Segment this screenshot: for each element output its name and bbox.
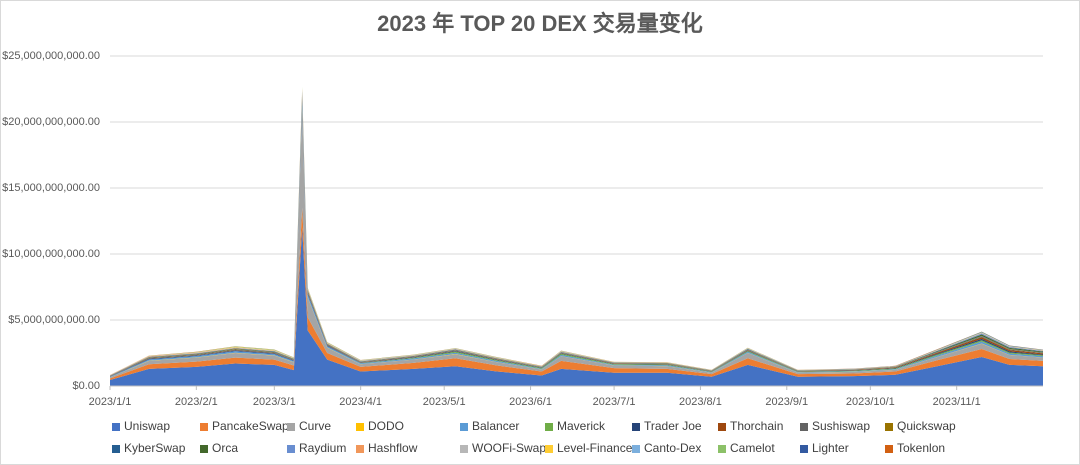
legend-label: Curve [299,419,331,433]
area [110,90,1043,376]
legend-label: DODO [368,419,404,433]
y-tick-label: $15,000,000,000.00 [2,182,100,194]
legend-swatch [356,445,364,453]
area [110,94,1043,377]
legend-swatch [885,423,893,431]
x-tick-label: 2023/2/1 [175,396,218,408]
legend-label: Quickswap [897,419,956,433]
legend-swatch [885,445,893,453]
legend-label: Level-Finance [557,441,633,455]
x-tick-label: 2023/9/1 [765,396,808,408]
legend-label: WOOFi-Swap [472,441,546,455]
y-tick-label: $25,000,000,000.00 [2,50,100,62]
area [110,207,1043,381]
area [110,91,1043,376]
legend-label: Lighter [812,441,849,455]
legend-label: Camelot [730,441,775,455]
x-tick-label: 2023/11/1 [933,396,981,408]
y-tick-label: $10,000,000,000.00 [2,248,100,260]
legend-swatch [200,445,208,453]
legend-swatch [460,423,468,431]
legend-label: Canto-Dex [644,441,701,455]
x-tick-label: 2023/7/1 [593,396,636,408]
y-tick-label: $0.00 [72,380,100,392]
y-tick-label: $5,000,000,000.00 [8,314,100,326]
legend-label: Tokenlon [897,441,945,455]
legend-swatch [287,423,295,431]
x-tick-label: 2023/8/1 [679,396,722,408]
area [110,227,1043,386]
legend-swatch [112,445,120,453]
legend-swatch [460,445,468,453]
legend-label: Sushiswap [812,419,870,433]
legend-swatch [800,445,808,453]
legend-label: Balancer [472,419,519,433]
legend-swatch [545,423,553,431]
x-tick-label: 2023/5/1 [423,396,466,408]
legend-swatch [287,445,295,453]
legend-swatch [632,423,640,431]
y-tick-label: $20,000,000,000.00 [2,116,100,128]
legend-swatch [632,445,640,453]
legend-swatch [200,423,208,431]
chart-title: 2023 年 TOP 20 DEX 交易量变化 [377,11,703,36]
legend-label: Thorchain [730,419,783,433]
area [110,92,1043,376]
x-tick-label: 2023/3/1 [253,396,296,408]
legend-label: Uniswap [124,419,170,433]
legend-swatch [800,423,808,431]
legend-swatch [545,445,553,453]
legend-label: Orca [212,441,238,455]
x-tick-label: 2023/10/1 [846,396,895,408]
legend-label: Raydium [299,441,346,455]
legend-swatch [112,423,120,431]
legend-swatch [718,445,726,453]
legend-swatch [718,423,726,431]
legend-label: Trader Joe [644,419,702,433]
x-tick-label: 2023/1/1 [89,396,132,408]
legend-label: KyberSwap [124,441,186,455]
x-tick-label: 2023/4/1 [339,396,382,408]
x-tick-label: 2023/6/1 [509,396,552,408]
legend-label: Hashflow [368,441,418,455]
legend-swatch [356,423,364,431]
legend-label: Maverick [557,419,606,433]
area [110,98,1043,377]
legend-label: PancakeSwap [212,419,289,433]
